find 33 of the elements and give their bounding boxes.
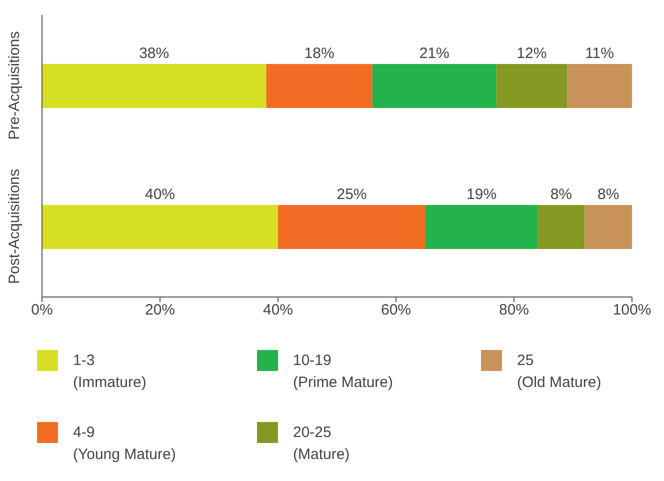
x-tick-label: 100% xyxy=(612,302,652,319)
bar xyxy=(42,205,278,249)
data-label: 18% xyxy=(304,45,334,62)
bar xyxy=(266,64,372,108)
legend-label: 25 (Old Mature) xyxy=(517,351,602,393)
bar xyxy=(567,64,632,108)
y-tick-label: Post-Acquisitions xyxy=(6,168,23,284)
bar xyxy=(426,205,538,249)
y-tick-label: Pre-Acquisitions xyxy=(6,31,23,140)
x-tick-label: 0% xyxy=(31,302,53,319)
bar xyxy=(42,64,266,108)
data-label: 21% xyxy=(419,45,450,62)
x-tick-label: 80% xyxy=(498,302,530,319)
bar xyxy=(496,64,568,108)
data-label: 11% xyxy=(585,45,614,62)
data-label: 38% xyxy=(139,45,170,62)
x-tick-label: 40% xyxy=(262,302,294,319)
bar xyxy=(278,205,426,249)
data-label: 25% xyxy=(336,186,367,203)
data-label: 8% xyxy=(550,186,572,203)
data-label: 40% xyxy=(144,186,176,203)
x-tick-label: 20% xyxy=(144,302,176,319)
bar xyxy=(584,205,632,249)
x-tick-label: 60% xyxy=(380,302,412,319)
legend-label: 10-19 (Prime Mature) xyxy=(293,351,394,393)
data-label: 8% xyxy=(598,186,620,203)
legend-label: 1-3 (Immature) xyxy=(73,351,146,393)
bar xyxy=(372,64,496,108)
legend-label: 20-25 (Mature) xyxy=(293,423,350,465)
data-label: 12% xyxy=(516,45,547,62)
bar xyxy=(538,205,585,249)
data-label: 19% xyxy=(466,186,497,203)
legend-label: 4-9 (Young Mature) xyxy=(73,423,176,465)
